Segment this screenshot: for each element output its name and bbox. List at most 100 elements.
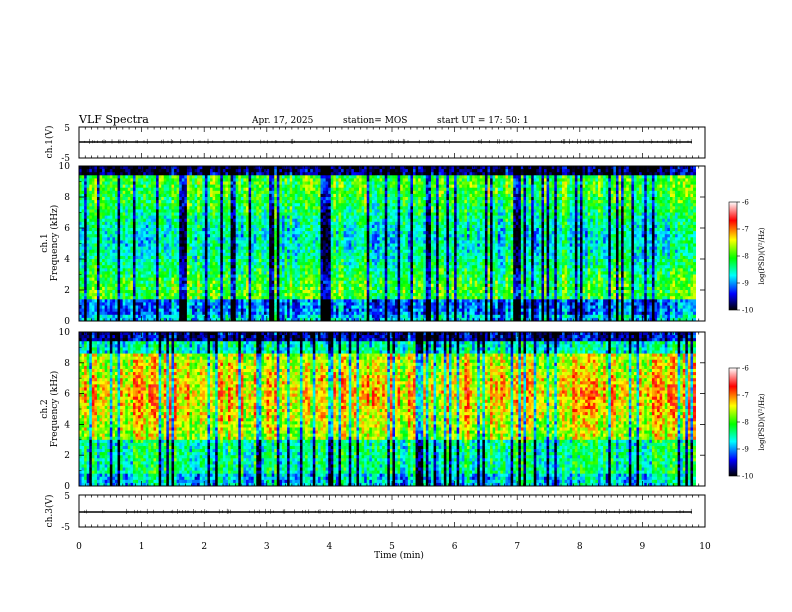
ch1-spec-cell xyxy=(233,255,237,260)
ch1-spec-cell xyxy=(279,259,283,263)
ch1-spec-cell xyxy=(194,166,198,170)
ch1-spec-cell xyxy=(317,187,321,192)
ch1-spec-cell xyxy=(215,271,219,275)
ch1-spec-cell xyxy=(243,169,247,173)
ch1-spec-cell xyxy=(184,283,188,288)
ch1-spec-cell xyxy=(256,271,260,275)
ch1-spec-cell xyxy=(84,302,88,306)
ch1-spec-cell xyxy=(158,246,162,251)
ch1-spec-cell xyxy=(212,224,216,229)
ch1-spec-cell xyxy=(279,234,283,238)
ch1-spec-cell xyxy=(217,246,221,251)
ch1-spec-cell xyxy=(281,243,285,247)
ch1-spec-cell xyxy=(217,231,221,235)
ch1-spec-cell xyxy=(99,212,103,216)
ch1-spec-cell xyxy=(94,274,98,278)
ch1-spec-cell xyxy=(145,293,149,297)
ch1-spec-cell xyxy=(153,246,157,251)
ch1-spec-cell xyxy=(109,317,113,322)
ch1-spec-cell xyxy=(263,302,267,306)
ch1-spec-cell xyxy=(176,200,180,204)
ch1-spec-cell xyxy=(145,175,149,179)
ch1-spec-cell xyxy=(261,203,265,207)
ch1-spec-cell xyxy=(269,240,273,244)
ch1-spec-cell xyxy=(235,259,239,263)
ch1-spec-cell xyxy=(312,172,316,176)
ch1-spec-cell xyxy=(197,243,201,247)
ch1-spec-cell xyxy=(297,299,301,303)
ch1-spec-cell xyxy=(215,311,219,316)
ch1-spec-cell xyxy=(292,283,296,288)
ch1-spec-cell xyxy=(284,215,288,220)
ch1-spec-cell xyxy=(220,234,224,238)
ch1-spec-cell xyxy=(246,259,249,263)
ch1-spec-cell xyxy=(176,293,180,297)
ch1-spec-cell xyxy=(189,290,193,294)
ch1-spec-cell xyxy=(230,293,234,297)
ch1-spec-cell xyxy=(289,212,293,216)
ch1-spec-cell xyxy=(210,175,213,179)
ch1-spec-cell xyxy=(122,299,126,303)
ch1-spec-cell xyxy=(220,215,224,220)
ch1-spec-cell xyxy=(202,228,206,232)
ch1-spec-cell xyxy=(125,252,129,257)
ch1-spec-cell xyxy=(107,212,111,216)
ch1-spec-cell xyxy=(120,249,124,254)
ch1-spec-cell xyxy=(168,249,172,254)
ch1-spec-cell xyxy=(220,314,224,319)
ch1-spec-cell xyxy=(220,206,224,210)
ch1-spec-cell xyxy=(289,206,293,210)
ch1-spec-cell xyxy=(323,172,327,176)
ch1-spec-cell xyxy=(189,280,193,285)
ch1-spec-cell xyxy=(251,296,255,300)
ch1-spec-cell xyxy=(225,237,229,241)
ch1-spec-cell xyxy=(294,234,298,238)
ch1-spec-cell xyxy=(81,274,85,278)
ch1-spec-cell xyxy=(181,293,185,297)
ch1-spec-cell xyxy=(176,218,180,223)
ch1-spec-cell xyxy=(243,290,247,294)
ch1-spec-cell xyxy=(317,228,321,232)
ch1-spec-cell xyxy=(122,206,126,210)
ch1-spec-cell xyxy=(253,228,257,232)
ch1-spec-cell xyxy=(153,265,157,269)
ch1-spec-cell xyxy=(158,209,162,213)
ch1-spec-cell xyxy=(279,166,283,170)
ch1-spec-cell xyxy=(145,193,149,198)
ch1-spec-cell xyxy=(94,234,98,238)
ch1-spec-cell xyxy=(238,311,242,316)
ch1-spec-cell xyxy=(171,187,175,192)
ch1-spec-cell xyxy=(192,184,196,189)
ch1-spec-cell xyxy=(120,200,124,204)
ch1-spec-cell xyxy=(230,184,234,189)
ch1-spec-cell xyxy=(156,283,160,288)
ch1-spec-cell xyxy=(251,193,255,198)
ch1-spec-cell xyxy=(230,262,234,266)
ch1-spec-cell xyxy=(199,234,203,238)
ch1-spec-cell xyxy=(117,178,121,182)
ch1-spec-cell xyxy=(143,203,147,207)
ch1-spec-cell xyxy=(220,172,224,176)
ch1-spec-cell xyxy=(276,314,280,319)
ch1-spec-cell xyxy=(148,302,152,306)
ch1-spec-cell xyxy=(266,166,270,170)
ch1-spec-cell xyxy=(122,290,126,294)
ch1-spec-cell xyxy=(179,243,183,247)
ch1-spec-cell xyxy=(192,206,196,210)
ch1-spec-cell xyxy=(320,252,324,257)
ch1-spec-cell xyxy=(274,184,278,189)
ch1-spec-cell xyxy=(179,190,183,195)
ch1-spec-cell xyxy=(287,274,291,278)
ch1-spec-cell xyxy=(166,234,170,238)
ch1-spec-cell xyxy=(266,265,270,269)
ch1-spec-cell xyxy=(276,246,280,251)
ch1-spec-cell xyxy=(156,221,160,226)
ch1-spec-cell xyxy=(102,262,106,266)
ch1-spec-cell xyxy=(99,228,103,232)
ch1-spec-cell xyxy=(181,259,185,263)
ch1-spec-cell xyxy=(186,246,190,251)
ch1-spec-cell xyxy=(240,231,244,235)
ch1-spec-cell xyxy=(302,314,306,319)
ch1-spec-cell xyxy=(253,302,257,306)
ch1-spec-cell xyxy=(132,184,136,189)
